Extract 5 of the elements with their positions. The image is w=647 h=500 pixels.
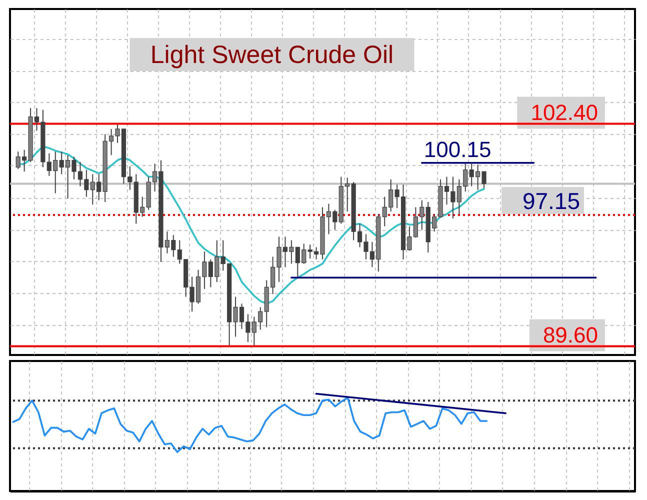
text: Light Sweet Crude Oil: [150, 41, 394, 69]
annotation: 97.15: [522, 188, 580, 214]
ref-line-label: 89.60: [542, 322, 598, 348]
series-label: 100.15: [424, 136, 492, 162]
ref-line-label: 102.40: [530, 100, 598, 125]
